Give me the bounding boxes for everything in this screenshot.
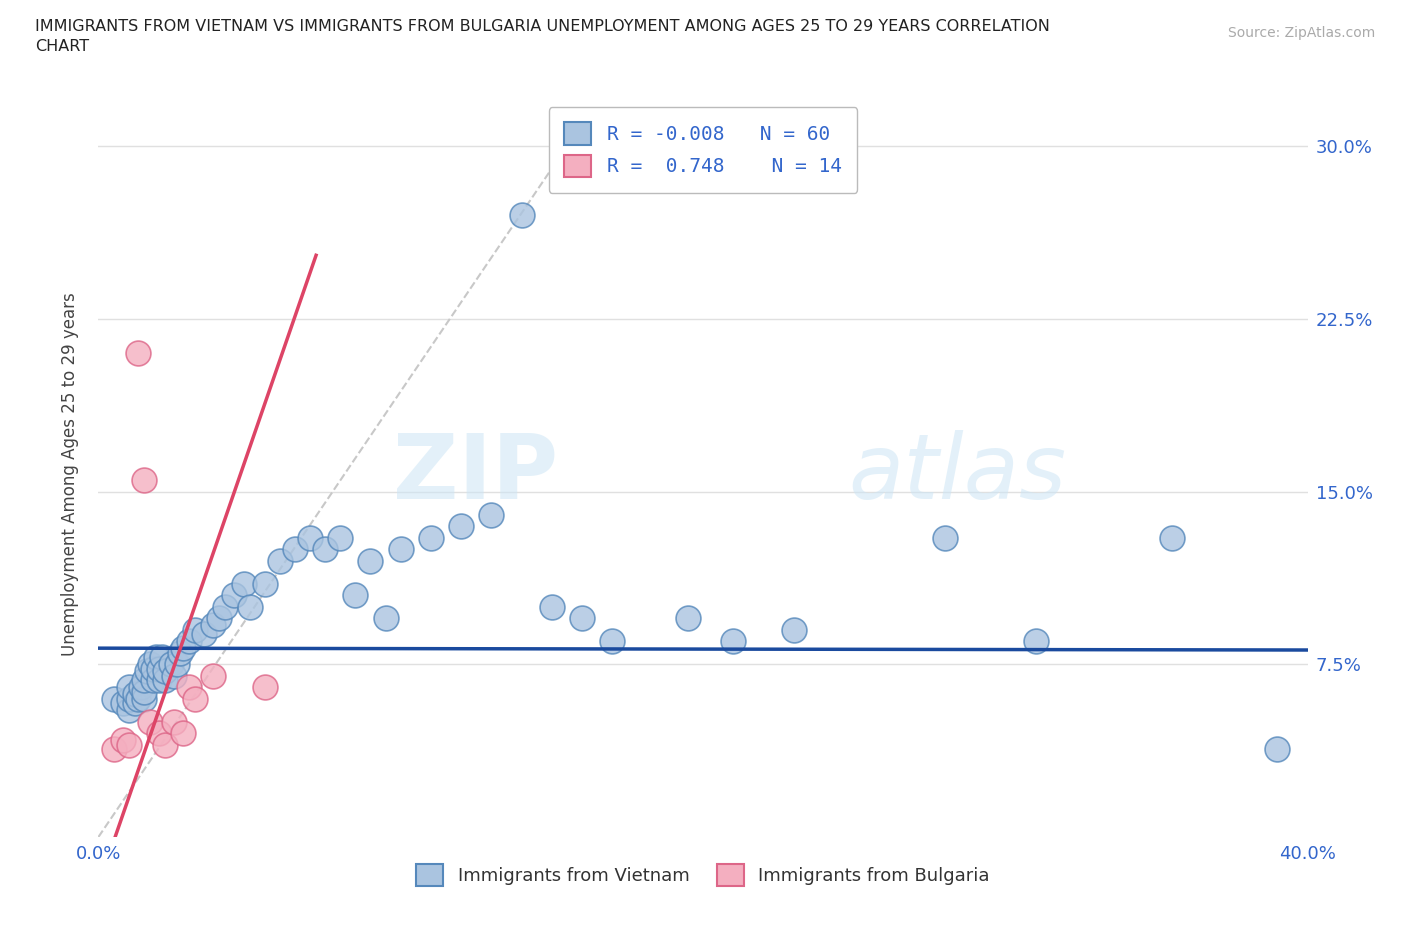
- Point: [124, 696, 146, 711]
- Point: [360, 553, 382, 568]
- Point: [1160, 530, 1182, 545]
- Point: [132, 472, 155, 487]
- Point: [169, 645, 191, 660]
- Point: [103, 742, 125, 757]
- Point: [148, 673, 170, 688]
- Point: [127, 346, 149, 361]
- Point: [1024, 634, 1046, 649]
- Point: [142, 661, 165, 676]
- Point: [374, 611, 396, 626]
- Point: [118, 703, 141, 718]
- Point: [239, 599, 262, 614]
- Text: CHART: CHART: [35, 39, 89, 54]
- Point: [118, 680, 141, 695]
- Point: [232, 577, 254, 591]
- Point: [166, 657, 188, 671]
- Point: [510, 207, 533, 222]
- Point: [118, 691, 141, 706]
- Point: [783, 622, 806, 637]
- Point: [172, 641, 194, 656]
- Point: [129, 680, 152, 695]
- Point: [111, 733, 134, 748]
- Point: [253, 680, 276, 695]
- Point: [329, 530, 352, 545]
- Text: ZIP: ZIP: [392, 431, 558, 518]
- Point: [202, 669, 225, 684]
- Point: [145, 650, 167, 665]
- Point: [103, 691, 125, 706]
- Point: [540, 599, 562, 614]
- Point: [139, 714, 162, 729]
- Point: [184, 691, 207, 706]
- Point: [602, 634, 624, 649]
- Point: [139, 657, 162, 671]
- Point: [142, 673, 165, 688]
- Point: [184, 622, 207, 637]
- Point: [389, 541, 412, 556]
- Point: [420, 530, 443, 545]
- Text: IMMIGRANTS FROM VIETNAM VS IMMIGRANTS FROM BULGARIA UNEMPLOYMENT AMONG AGES 25 T: IMMIGRANTS FROM VIETNAM VS IMMIGRANTS FR…: [35, 19, 1050, 33]
- Point: [344, 588, 367, 603]
- Point: [153, 664, 176, 679]
- Point: [132, 673, 155, 688]
- Point: [299, 530, 322, 545]
- Point: [202, 618, 225, 632]
- Point: [172, 726, 194, 741]
- Point: [163, 714, 186, 729]
- Point: [193, 627, 215, 642]
- Point: [208, 611, 231, 626]
- Point: [253, 577, 276, 591]
- Point: [179, 634, 201, 649]
- Point: [127, 691, 149, 706]
- Point: [571, 611, 593, 626]
- Point: [150, 650, 173, 665]
- Text: Source: ZipAtlas.com: Source: ZipAtlas.com: [1227, 26, 1375, 40]
- Point: [314, 541, 336, 556]
- Point: [224, 588, 246, 603]
- Point: [135, 664, 157, 679]
- Point: [269, 553, 291, 568]
- Y-axis label: Unemployment Among Ages 25 to 29 years: Unemployment Among Ages 25 to 29 years: [60, 292, 79, 657]
- Point: [160, 657, 183, 671]
- Point: [1267, 742, 1289, 757]
- Point: [132, 684, 155, 699]
- Text: atlas: atlas: [848, 431, 1066, 518]
- Point: [481, 507, 503, 522]
- Point: [284, 541, 307, 556]
- Point: [214, 599, 236, 614]
- Point: [723, 634, 745, 649]
- Legend: Immigrants from Vietnam, Immigrants from Bulgaria: Immigrants from Vietnam, Immigrants from…: [409, 857, 997, 893]
- Point: [450, 519, 472, 534]
- Point: [153, 737, 176, 752]
- Point: [163, 669, 186, 684]
- Point: [153, 673, 176, 688]
- Point: [111, 696, 134, 711]
- Point: [676, 611, 699, 626]
- Point: [179, 680, 201, 695]
- Point: [148, 661, 170, 676]
- Point: [148, 726, 170, 741]
- Point: [132, 691, 155, 706]
- Point: [118, 737, 141, 752]
- Point: [124, 686, 146, 701]
- Point: [934, 530, 956, 545]
